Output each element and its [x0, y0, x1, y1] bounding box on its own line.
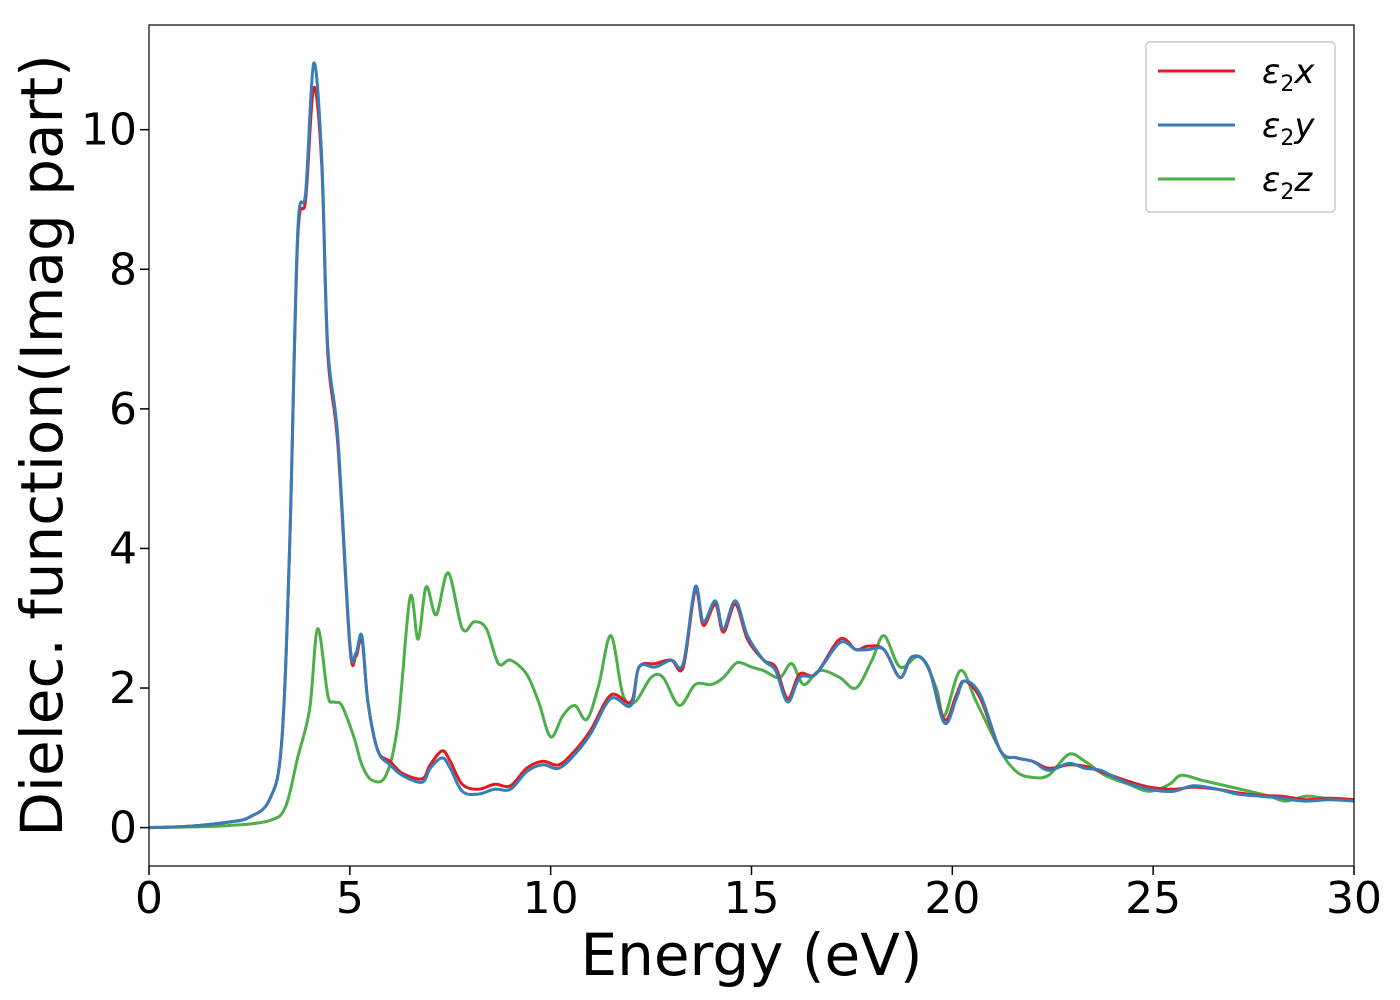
x-axis-title: Energy (eV) — [580, 921, 922, 989]
y-tick-label: 0 — [109, 803, 137, 854]
x-tick-label: 30 — [1326, 873, 1382, 924]
y-axis-ticks: 0 2 4 6 8 10 — [81, 105, 149, 854]
x-tick-label: 25 — [1125, 873, 1181, 924]
y-tick-label: 2 — [109, 663, 137, 714]
x-axis-ticks: 0 5 10 15 20 25 30 — [135, 866, 1382, 924]
y-tick-label: 10 — [81, 105, 137, 156]
series-layer — [148, 61, 1355, 830]
legend-label-y: ε2y — [1262, 106, 1315, 151]
x-tick-label: 20 — [924, 873, 980, 924]
y-tick-label: 4 — [109, 523, 137, 574]
x-tick-label: 15 — [724, 873, 780, 924]
legend-label-x: ε2x — [1262, 52, 1315, 97]
legend-label-z: ε2z — [1262, 160, 1313, 205]
y-axis-title: Dielec. function(Imag part) — [8, 54, 76, 837]
series-line-y — [148, 61, 1355, 830]
series-line-z — [148, 571, 1355, 830]
x-tick-label: 10 — [523, 873, 579, 924]
x-tick-label: 0 — [135, 873, 163, 924]
legend: ε2x ε2y ε2z — [1145, 41, 1336, 213]
x-tick-label: 5 — [336, 873, 364, 924]
y-tick-label: 6 — [109, 384, 137, 435]
y-tick-label: 8 — [109, 244, 137, 295]
legend-box — [1145, 41, 1336, 213]
